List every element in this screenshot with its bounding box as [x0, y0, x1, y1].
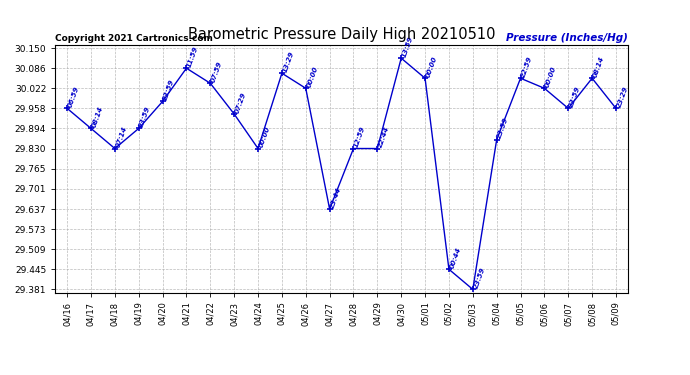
Text: 11:59: 11:59 [186, 45, 199, 68]
Title: Barometric Pressure Daily High 20210510: Barometric Pressure Daily High 20210510 [188, 27, 495, 42]
Text: 00:44: 00:44 [449, 246, 462, 269]
Text: Pressure (Inches/Hg): Pressure (Inches/Hg) [506, 33, 628, 42]
Text: 13:59: 13:59 [401, 35, 415, 58]
Text: 00:00: 00:00 [258, 126, 271, 148]
Text: 07:29: 07:29 [234, 91, 248, 114]
Text: 08:14: 08:14 [91, 105, 104, 129]
Text: 12:59: 12:59 [353, 126, 366, 148]
Text: 23:59: 23:59 [569, 86, 582, 108]
Text: 06:59: 06:59 [67, 86, 80, 108]
Text: Copyright 2021 Cartronics.com: Copyright 2021 Cartronics.com [55, 33, 213, 42]
Text: 23:59: 23:59 [163, 78, 176, 102]
Text: 00:00: 00:00 [306, 65, 319, 88]
Text: 08:14: 08:14 [592, 55, 605, 78]
Text: 00:00: 00:00 [425, 55, 438, 78]
Text: 00:00: 00:00 [544, 65, 558, 88]
Text: 23:44: 23:44 [330, 186, 343, 209]
Text: 23:29: 23:29 [616, 86, 629, 108]
Text: 23:59: 23:59 [139, 105, 152, 129]
Text: 07:14: 07:14 [115, 126, 128, 148]
Text: 22:59: 22:59 [520, 55, 534, 78]
Text: 07:59: 07:59 [210, 60, 224, 83]
Text: 13:29: 13:29 [282, 50, 295, 73]
Text: 23:59: 23:59 [473, 266, 486, 290]
Text: 22:44: 22:44 [377, 126, 391, 148]
Text: 23:59: 23:59 [497, 117, 510, 140]
